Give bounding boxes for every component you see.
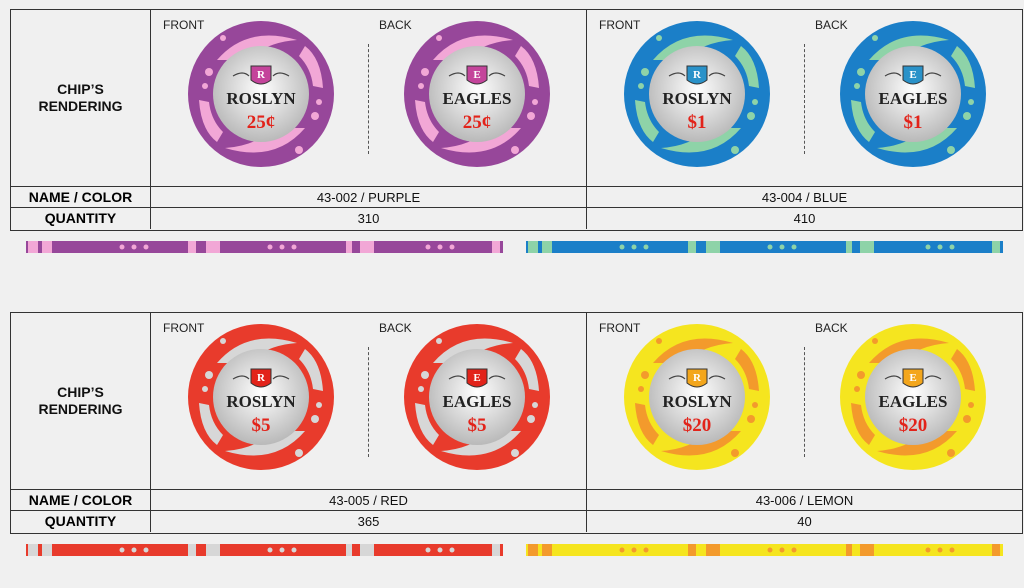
rendering-label-line1: CHIP’S — [57, 384, 104, 400]
quantity-label: QUANTITY — [11, 208, 151, 229]
front-label: FRONT — [599, 321, 641, 335]
svg-text:ROSLYN: ROSLYN — [662, 392, 732, 411]
chip-front-purple: R ROSLYN 25¢ — [188, 21, 334, 167]
name-color-row: NAME / COLOR 43-005 / RED 43-006 / LEMON — [11, 489, 1022, 511]
chip-back-red: E EAGLES $5 — [404, 324, 550, 470]
quantity-value: 40 — [797, 514, 812, 529]
svg-text:$1: $1 — [904, 112, 923, 133]
svg-text:$20: $20 — [683, 415, 712, 436]
edge-stripe-blue — [526, 241, 1003, 253]
chip-front-red: R ROSLYN $5 — [188, 324, 334, 470]
svg-text:ROSLYN: ROSLYN — [226, 89, 296, 108]
svg-text:EAGLES: EAGLES — [443, 392, 512, 411]
back-label: BACK — [379, 321, 412, 335]
svg-text:EAGLES: EAGLES — [879, 89, 948, 108]
back-label: BACK — [815, 18, 848, 32]
front-label: FRONT — [163, 18, 205, 32]
chip-panel-bottom: CHIP’S RENDERING FRONT BACK R ROSLYN $5 E EA… — [10, 312, 1023, 534]
svg-text:$20: $20 — [899, 415, 928, 436]
chips-rendering-label: CHIP’S RENDERING — [11, 313, 151, 489]
divider — [804, 44, 805, 154]
svg-text:R: R — [693, 69, 702, 81]
rendering-label-line1: CHIP’S — [57, 81, 104, 97]
name-color-label: NAME / COLOR — [11, 490, 151, 511]
name-color-value: 43-004 / BLUE — [761, 190, 848, 205]
svg-text:E: E — [909, 69, 916, 81]
svg-text:ROSLYN: ROSLYN — [662, 89, 732, 108]
rendering-label-line2: RENDERING — [38, 98, 123, 114]
quantity-row: QUANTITY 365 40 — [11, 510, 1022, 532]
svg-text:EAGLES: EAGLES — [443, 89, 512, 108]
edge-stripe-red — [26, 544, 503, 556]
edge-stripe-purple — [26, 241, 503, 253]
svg-text:EAGLES: EAGLES — [879, 392, 948, 411]
chip-back-lemon: E EAGLES $20 — [840, 324, 986, 470]
chips-rendering-label: CHIP’S RENDERING — [11, 10, 151, 186]
chip-back-blue: E EAGLES $1 — [840, 21, 986, 167]
front-label: FRONT — [599, 18, 641, 32]
name-color-value: 43-002 / PURPLE — [151, 187, 587, 208]
name-color-value: 43-005 / RED — [151, 490, 587, 511]
name-color-row: NAME / COLOR 43-002 / PURPLE 43-004 / BL… — [11, 186, 1022, 208]
name-color-label: NAME / COLOR — [11, 187, 151, 208]
svg-text:E: E — [473, 372, 480, 384]
back-label: BACK — [379, 18, 412, 32]
chip-front-blue: R ROSLYN $1 — [624, 21, 770, 167]
chip-cell-purple: FRONT BACK R ROSLYN 25¢ E EAGLES 25¢ — [151, 10, 587, 186]
chip-cell-lemon: FRONT BACK R ROSLYN $20 E EAGLES $20 — [587, 313, 1022, 489]
svg-text:25¢: 25¢ — [463, 112, 492, 133]
svg-text:25¢: 25¢ — [247, 112, 276, 133]
back-label: BACK — [815, 321, 848, 335]
name-color-value: 43-006 / LEMON — [755, 493, 854, 508]
edge-stripe-lemon — [526, 544, 1003, 556]
quantity-value: 310 — [151, 208, 587, 229]
svg-text:E: E — [473, 69, 480, 81]
chip-front-lemon: R ROSLYN $20 — [624, 324, 770, 470]
chip-back-purple: E EAGLES 25¢ — [404, 21, 550, 167]
divider — [368, 347, 369, 457]
svg-text:E: E — [909, 372, 916, 384]
svg-text:R: R — [257, 69, 266, 81]
front-label: FRONT — [163, 321, 205, 335]
rendering-label-line2: RENDERING — [38, 401, 123, 417]
svg-text:$1: $1 — [688, 112, 707, 133]
svg-text:R: R — [257, 372, 266, 384]
quantity-value: 365 — [151, 511, 587, 532]
quantity-row: QUANTITY 310 410 — [11, 207, 1022, 229]
chip-cell-blue: FRONT BACK R ROSLYN $1 E EAGLES $1 — [587, 10, 1022, 186]
divider — [804, 347, 805, 457]
svg-text:$5: $5 — [252, 415, 271, 436]
quantity-label: QUANTITY — [11, 511, 151, 532]
svg-text:$5: $5 — [468, 415, 487, 436]
chip-cell-red: FRONT BACK R ROSLYN $5 E EAGLES $5 — [151, 313, 587, 489]
svg-text:R: R — [693, 372, 702, 384]
svg-text:ROSLYN: ROSLYN — [226, 392, 296, 411]
quantity-value: 410 — [793, 211, 816, 226]
divider — [368, 44, 369, 154]
